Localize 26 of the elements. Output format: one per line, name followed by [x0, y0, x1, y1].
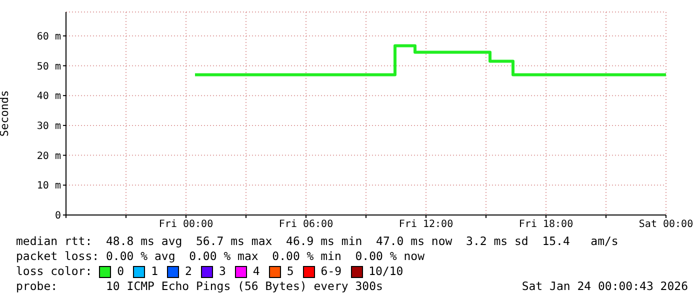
legend-label: 4 [252, 264, 260, 279]
y-tick-label: 10 m [36, 180, 61, 192]
legend-label: 1 [151, 264, 158, 279]
y-tick-label: 60 m [36, 31, 61, 42]
x-tick-label: Fri 06:00 [278, 219, 334, 230]
text: probe: 10 ICMP Echo Pings (56 Bytes) every 300s [16, 279, 383, 294]
legend-label: 10/10 [368, 264, 404, 279]
x-tick-label: Fri 12:00 [398, 219, 454, 230]
y-tick-label: 50 m [36, 61, 61, 72]
legend-title: loss color: [16, 264, 92, 279]
text: Sat Jan 24 00:00:43 2026 [522, 279, 688, 294]
legend-label: 6-9 [320, 264, 342, 279]
text: packet loss: 0.00 % avg 0.00 % max 0.00 % min 0.00 % now [16, 249, 426, 264]
x-tick-label: Fri 00:00 [158, 219, 214, 230]
legend-label: 3 [218, 264, 226, 279]
y-tick-label: 0 [54, 210, 61, 222]
legend-label: 2 [185, 264, 192, 279]
x-tick-label: Fri 18:00 [518, 219, 574, 230]
y-tick-label: 40 m [36, 91, 61, 102]
y-axis-title: Seconds [0, 90, 11, 137]
legend-label: 5 [286, 264, 294, 279]
legend-label: 0 [117, 264, 124, 279]
y-tick-label: 30 m [36, 120, 61, 132]
text: median rtt: 48.8 ms avg 56.7 ms max 46.9 ms min 47.0 ms now 3.2 ms sd 15.4 am/s [16, 234, 620, 249]
x-tick-label: Sat 00:00 [638, 219, 694, 230]
y-tick-label: 20 m [36, 150, 61, 162]
